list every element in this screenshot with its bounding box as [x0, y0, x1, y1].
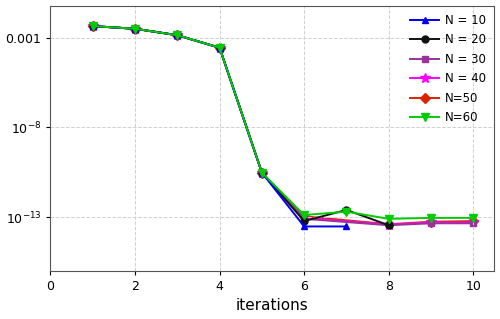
N = 40 [174, 33, 180, 37]
N = 10 [132, 27, 138, 31]
N = 30 [132, 27, 138, 31]
N=60 [428, 216, 434, 220]
N = 10 [174, 33, 180, 37]
N = 20 [344, 208, 349, 212]
N=50 [301, 214, 307, 218]
N=60 [132, 27, 138, 31]
N = 30 [470, 221, 476, 225]
N = 30 [301, 217, 307, 221]
Legend: N = 10, N = 20, N = 30, N = 40, N=50, N=60: N = 10, N = 20, N = 30, N = 40, N=50, N=… [405, 9, 491, 129]
N = 40 [428, 220, 434, 224]
N=60 [386, 217, 392, 221]
N = 20 [301, 219, 307, 223]
N = 30 [90, 24, 96, 28]
X-axis label: iterations: iterations [236, 299, 309, 314]
N = 20 [386, 223, 392, 227]
N=50 [259, 171, 265, 174]
N=60 [90, 24, 96, 28]
N = 10 [259, 171, 265, 174]
N=60 [301, 213, 307, 217]
N=50 [386, 222, 392, 226]
N = 20 [174, 33, 180, 37]
N = 30 [216, 46, 222, 50]
N = 40 [301, 216, 307, 220]
N=60 [344, 210, 349, 214]
N=60 [259, 171, 265, 174]
N=50 [174, 33, 180, 37]
N = 10 [344, 225, 349, 228]
N = 40 [132, 27, 138, 31]
N = 20 [216, 46, 222, 50]
N = 40 [259, 171, 265, 174]
N = 30 [386, 223, 392, 227]
N = 30 [174, 33, 180, 37]
N=60 [216, 46, 222, 50]
N=50 [428, 220, 434, 224]
N = 20 [90, 24, 96, 28]
N = 40 [386, 223, 392, 226]
Line: N=60: N=60 [88, 22, 478, 223]
Line: N = 10: N = 10 [90, 23, 350, 230]
N = 10 [90, 24, 96, 28]
N = 30 [259, 171, 265, 174]
N=60 [174, 33, 180, 37]
N = 40 [90, 24, 96, 28]
N = 40 [216, 46, 222, 50]
N=50 [132, 27, 138, 31]
Line: N = 30: N = 30 [90, 23, 477, 229]
N = 30 [428, 221, 434, 225]
N=50 [90, 24, 96, 28]
N = 10 [216, 46, 222, 50]
N = 20 [259, 171, 265, 174]
N = 40 [470, 220, 476, 224]
Line: N=50: N=50 [90, 23, 477, 228]
N = 20 [132, 27, 138, 31]
N=50 [216, 46, 222, 50]
Line: N = 20: N = 20 [90, 23, 392, 229]
N=50 [470, 219, 476, 223]
Line: N = 40: N = 40 [88, 21, 478, 229]
N=60 [470, 216, 476, 220]
N = 10 [301, 225, 307, 228]
